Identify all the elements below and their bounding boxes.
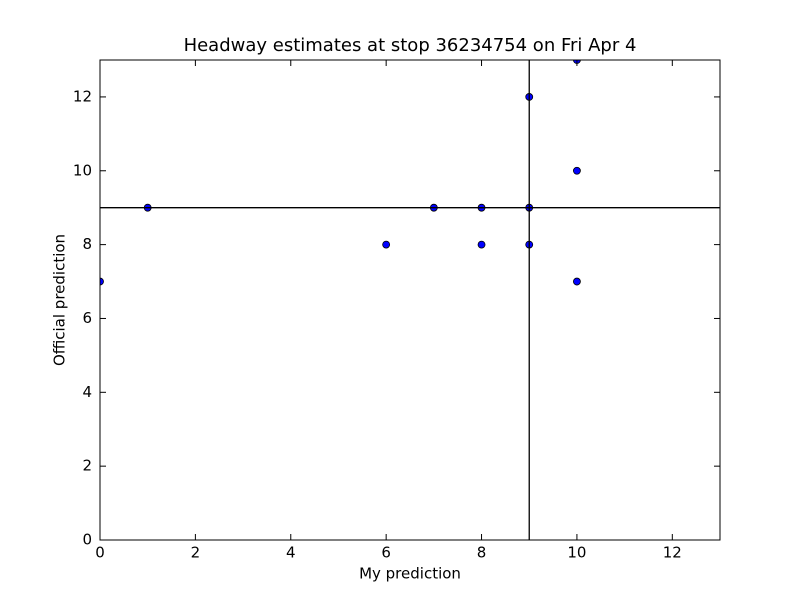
point [382, 240, 391, 249]
y-tick-label: 8 [82, 235, 92, 253]
point [573, 277, 581, 286]
y-tick-label: 10 [73, 161, 92, 179]
y-tick-label: 2 [82, 457, 92, 475]
plot-frame [99, 59, 721, 541]
chart-title: Headway estimates at stop 36234754 on Fr… [184, 35, 637, 56]
x-tick-label: 4 [286, 544, 296, 562]
x-tick-label: 0 [95, 544, 105, 562]
y-axis-label: Official prediction [51, 234, 69, 366]
y-tick-label: 0 [82, 531, 92, 549]
x-tick-label: 6 [381, 544, 391, 562]
y-tick-label: 4 [82, 383, 92, 401]
x-axis-label: My prediction [359, 565, 461, 583]
x-tick-label: 2 [191, 544, 201, 562]
y-tick-label: 6 [82, 309, 92, 327]
x-tick-label: 8 [477, 544, 487, 562]
x-tick-label: 10 [567, 544, 586, 562]
y-tick-label: 12 [73, 87, 92, 105]
point [573, 166, 581, 175]
x-tick-label: 12 [663, 544, 682, 562]
point [477, 240, 486, 249]
point [100, 277, 104, 286]
